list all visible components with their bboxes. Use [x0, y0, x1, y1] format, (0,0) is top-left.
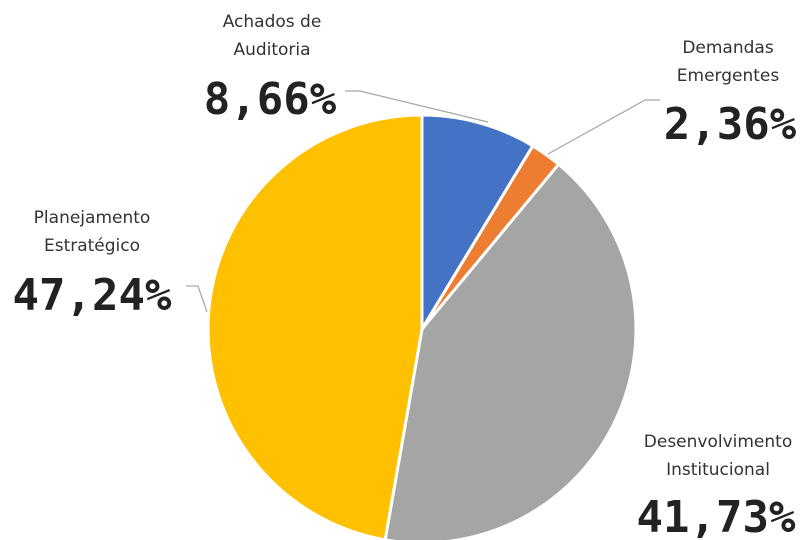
value-label: 47,24% — [12, 270, 172, 321]
category-label: Achados de Auditoria — [222, 12, 322, 60]
slices — [206, 113, 638, 540]
leader-line — [345, 90, 489, 123]
category-label: Planejamento Estratégico — [33, 208, 151, 256]
category-label: Desenvolvimento Institucional — [643, 432, 793, 480]
category-label: Demandas Emergentes — [676, 38, 780, 86]
leader-lines — [186, 90, 660, 313]
leader-line — [547, 99, 660, 155]
leader-line — [186, 285, 208, 313]
value-label: 8,66% — [203, 74, 337, 125]
value-label: 41,73% — [636, 492, 796, 540]
pie-slice — [383, 162, 638, 540]
pie-slice — [420, 113, 535, 331]
pie-slice — [206, 113, 424, 540]
value-label: 2,36% — [663, 99, 797, 150]
